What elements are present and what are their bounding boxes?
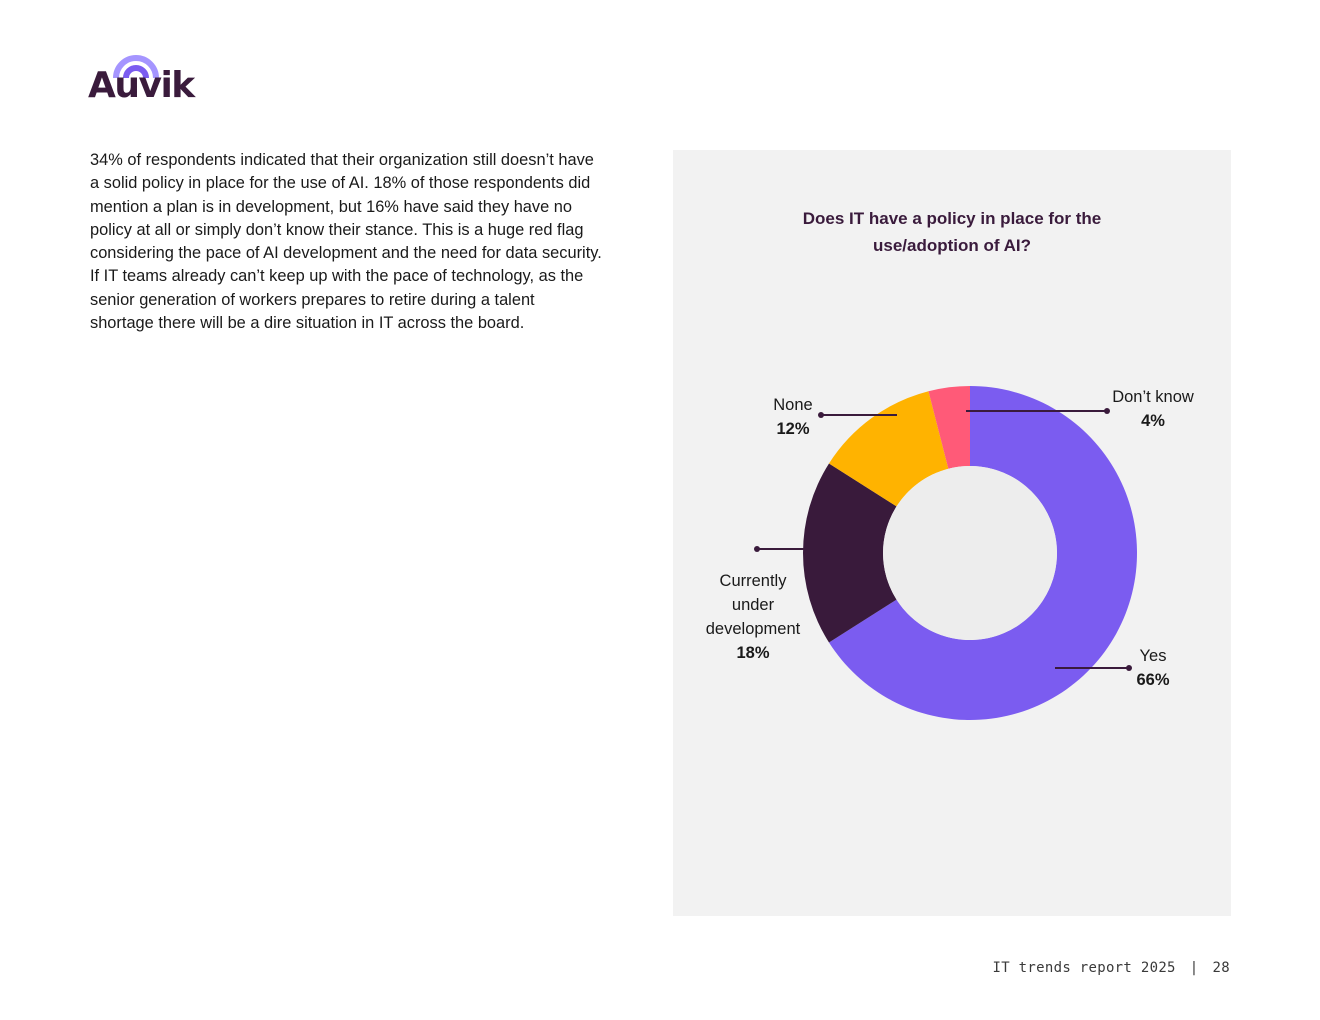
- leader-under-development-dot: [754, 546, 760, 552]
- donut-hole: [883, 466, 1057, 640]
- leader-dont-know-dot: [1104, 408, 1110, 414]
- footer-separator: |: [1189, 960, 1199, 976]
- label-dont-know-name: Don’t know: [1112, 388, 1194, 406]
- logo-wordmark: Auvik: [88, 65, 195, 106]
- label-dev-line-1: Currently: [719, 572, 787, 590]
- label-yes-value: 66%: [1136, 671, 1170, 689]
- slice-under-development: [803, 463, 897, 643]
- label-yes: Yes 66%: [1103, 644, 1203, 692]
- footer-report-title: IT trends report 2025: [992, 960, 1176, 976]
- label-dont-know-value: 4%: [1141, 412, 1165, 430]
- intro-paragraph: 34% of respondents indicated that their …: [90, 151, 602, 333]
- footer-page-number: 28: [1212, 960, 1230, 976]
- slice-none: [828, 391, 949, 507]
- label-none-value: 12%: [776, 420, 810, 438]
- donut-chart: [754, 386, 1137, 720]
- label-none-name: None: [773, 396, 813, 414]
- chart-panel: Does IT have a policy in place for the u…: [673, 150, 1231, 916]
- chart-title: Does IT have a policy in place for the u…: [673, 205, 1231, 259]
- auvik-logo: Auvik: [86, 52, 196, 112]
- label-none: None 12%: [743, 393, 843, 441]
- chart-title-line-2: use/adoption of AI?: [872, 236, 1032, 255]
- slice-dont-know: [928, 386, 970, 469]
- label-under-development: Currently under development 18%: [688, 569, 818, 665]
- page-footer: IT trends report 2025 | 28: [992, 960, 1230, 976]
- label-dev-value: 18%: [736, 644, 770, 662]
- label-dont-know: Don’t know 4%: [1068, 385, 1238, 433]
- slice-yes: [828, 386, 1137, 720]
- leader-none-dot: [818, 412, 824, 418]
- label-yes-name: Yes: [1139, 647, 1167, 665]
- label-dev-line-3: development: [705, 620, 801, 638]
- label-dev-line-2: under: [731, 596, 775, 614]
- logo-arc-icon: [113, 55, 159, 79]
- leader-yes-dot: [1126, 665, 1132, 671]
- chart-title-line-1: Does IT have a policy in place for the: [802, 209, 1102, 228]
